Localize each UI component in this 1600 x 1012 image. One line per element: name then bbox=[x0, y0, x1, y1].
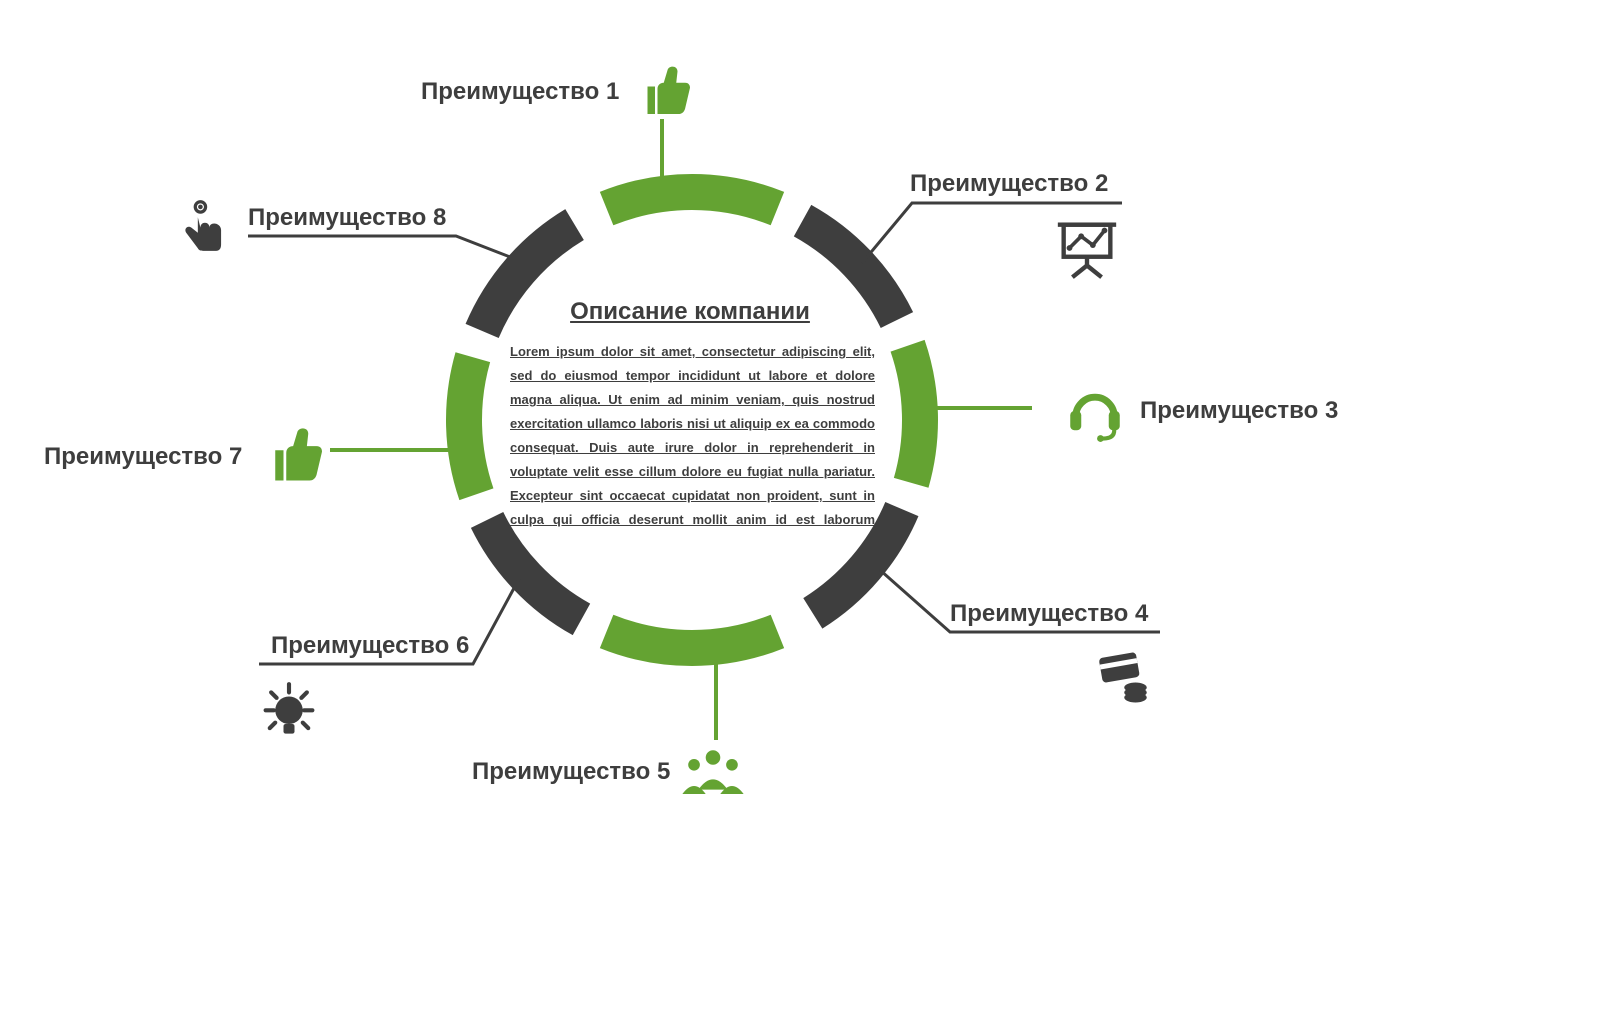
presentation-chart-icon bbox=[1058, 225, 1116, 277]
advantage-label: Преимущество 7 bbox=[44, 443, 242, 471]
touch-icon bbox=[185, 202, 221, 251]
headset-icon bbox=[1070, 397, 1120, 442]
advantage-label: Преимущество 2 bbox=[910, 170, 1108, 198]
thumbs-up-icon bbox=[275, 428, 322, 480]
infographic-stage: Описание компании Lorem ipsum dolor sit … bbox=[0, 0, 1600, 1012]
advantage-label: Преимущество 6 bbox=[271, 632, 469, 660]
people-group-icon bbox=[682, 750, 743, 794]
card-coins-icon bbox=[1099, 652, 1147, 703]
advantage-label: Преимущество 4 bbox=[950, 600, 1148, 628]
advantage-label: Преимущество 1 bbox=[421, 78, 619, 106]
thumbs-up-icon bbox=[648, 67, 691, 114]
center-title: Описание компании bbox=[570, 298, 810, 326]
advantage-label: Преимущество 8 bbox=[248, 204, 446, 232]
center-body: Lorem ipsum dolor sit amet, consectetur … bbox=[510, 340, 875, 532]
advantage-label: Преимущество 5 bbox=[472, 758, 670, 786]
advantage-label: Преимущество 3 bbox=[1140, 397, 1338, 425]
lightbulb-icon bbox=[266, 684, 313, 734]
